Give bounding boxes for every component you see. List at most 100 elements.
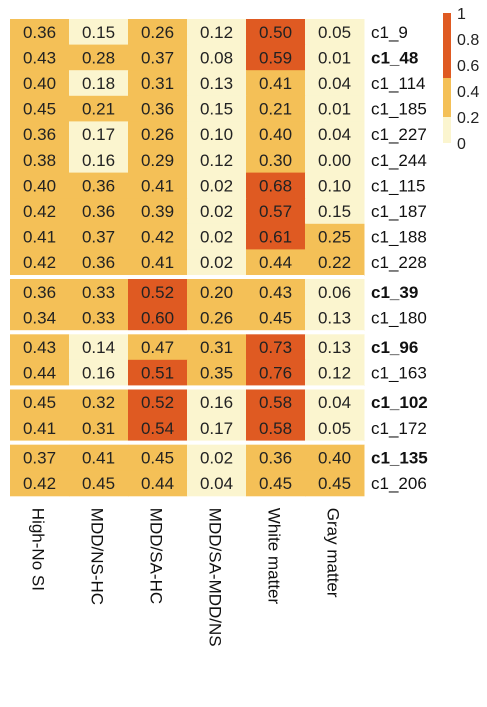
row-label: c1_206 — [371, 474, 427, 493]
cell-value-label: 0.41 — [23, 419, 56, 438]
cell-value-label: 0.36 — [82, 176, 115, 195]
heatmap-cell — [69, 304, 129, 331]
cell-value-label: 0.12 — [318, 364, 351, 383]
group-separator — [10, 385, 364, 390]
row-label: c1_115 — [371, 176, 426, 195]
cell-value-label: 0.20 — [200, 283, 233, 302]
cell-value-label: 0.29 — [141, 151, 174, 170]
heatmap-cell — [187, 19, 247, 46]
cell-value-label: 0.06 — [318, 283, 351, 302]
row-label: c1_228 — [371, 253, 427, 272]
heatmap-cell — [187, 470, 247, 497]
heatmap-cell — [246, 147, 306, 174]
heatmap-cell — [128, 470, 188, 497]
cell-value-label: 0.13 — [318, 308, 351, 327]
group-separator — [10, 275, 364, 279]
cell-value-label: 0.40 — [23, 176, 56, 195]
heatmap-cell — [246, 121, 306, 148]
heatmap-cell — [69, 198, 129, 225]
heatmap-cell — [305, 470, 365, 497]
heatmap-cell — [10, 359, 70, 386]
row-label: c1_102 — [371, 393, 428, 412]
cell-value-label: 0.61 — [259, 228, 292, 247]
cell-value-label: 0.01 — [318, 100, 351, 119]
cell-value-label: 0.42 — [23, 202, 56, 221]
cell-value-label: 0.40 — [318, 448, 351, 467]
heatmap-cell — [10, 172, 70, 199]
heatmap-cell — [187, 223, 247, 250]
cell-value-label: 0.01 — [318, 48, 351, 67]
cell-value-label: 0.41 — [259, 74, 292, 93]
legend-tick-label: 0.8 — [457, 32, 479, 49]
heatmap-cell — [69, 172, 129, 199]
heatmap-cell — [187, 279, 247, 306]
cell-value-label: 0.15 — [318, 202, 351, 221]
cell-value-label: 0.59 — [259, 48, 292, 67]
cell-value-label: 0.16 — [200, 393, 233, 412]
heatmap-cell — [187, 304, 247, 331]
heatmap-cell — [305, 70, 365, 97]
heatmap-cell — [128, 95, 188, 122]
cell-value-label: 0.43 — [23, 338, 56, 357]
cell-value-label: 0.10 — [318, 176, 351, 195]
cell-value-label: 0.76 — [259, 364, 292, 383]
cell-value-label: 0.36 — [23, 23, 56, 42]
cell-value-label: 0.45 — [318, 474, 351, 493]
heatmap-cell — [246, 334, 306, 361]
cell-value-label: 0.02 — [200, 253, 233, 272]
heatmap-cell — [246, 19, 306, 46]
cell-value-label: 0.45 — [82, 474, 115, 493]
cell-value-label: 0.36 — [141, 100, 174, 119]
cell-value-label: 0.10 — [200, 125, 233, 144]
cell-value-label: 0.13 — [318, 338, 351, 357]
cell-value-label: 0.36 — [82, 202, 115, 221]
heatmap-cell — [10, 95, 70, 122]
heatmap-cell — [128, 334, 188, 361]
heatmap-cell — [69, 359, 129, 386]
heatmap-cell — [128, 198, 188, 225]
cell-value-label: 0.05 — [318, 23, 351, 42]
row-label: c1_96 — [371, 338, 418, 357]
cell-value-label: 0.38 — [23, 151, 56, 170]
heatmap-cell — [128, 389, 188, 416]
heatmap-cell — [10, 44, 70, 71]
heatmap-cell — [128, 19, 188, 46]
column-labels: High-No SI MDD/NS-HC MDD/SA-HC MDD/SA-MDD/N… — [29, 508, 343, 647]
heatmap-cell — [128, 147, 188, 174]
cell-value-label: 0.42 — [141, 228, 174, 247]
heatmap-cell — [187, 70, 247, 97]
cell-value-label: 0.18 — [82, 74, 115, 93]
heatmap-cell — [305, 95, 365, 122]
heatmap-cell — [128, 304, 188, 331]
cell-value-label: 0.21 — [82, 100, 115, 119]
row-label: c1_185 — [371, 100, 427, 119]
heatmap-cell — [69, 147, 129, 174]
cell-value-label: 0.04 — [318, 393, 351, 412]
heatmap-cell — [128, 121, 188, 148]
legend-color-band — [443, 13, 451, 78]
cell-value-label: 0.41 — [141, 253, 174, 272]
cell-value-label: 0.45 — [141, 448, 174, 467]
heatmap-cell — [69, 121, 129, 148]
heatmap-cell — [10, 223, 70, 250]
legend-tick-label: 1 — [457, 6, 466, 23]
heatmap-cell — [187, 359, 247, 386]
cell-value-label: 0.51 — [141, 364, 174, 383]
color-legend: 1 0.8 0.6 0.4 0.2 0 — [443, 6, 479, 153]
cell-value-label: 0.00 — [318, 151, 351, 170]
heatmap-cell — [10, 389, 70, 416]
heatmap-cell — [305, 279, 365, 306]
cell-value-label: 0.39 — [141, 202, 174, 221]
cell-value-label: 0.17 — [200, 419, 233, 438]
cell-value-label: 0.45 — [259, 474, 292, 493]
cell-value-label: 0.44 — [23, 364, 56, 383]
heatmap-cells — [10, 19, 365, 497]
heatmap-cell — [128, 444, 188, 471]
heatmap-cell — [10, 70, 70, 97]
legend-tick-label: 0.6 — [457, 58, 479, 75]
heatmap-cell — [305, 44, 365, 71]
cell-value-label: 0.47 — [141, 338, 174, 357]
cell-value-label: 0.16 — [82, 364, 115, 383]
cell-value-label: 0.36 — [82, 253, 115, 272]
cell-value-label: 0.37 — [141, 48, 174, 67]
